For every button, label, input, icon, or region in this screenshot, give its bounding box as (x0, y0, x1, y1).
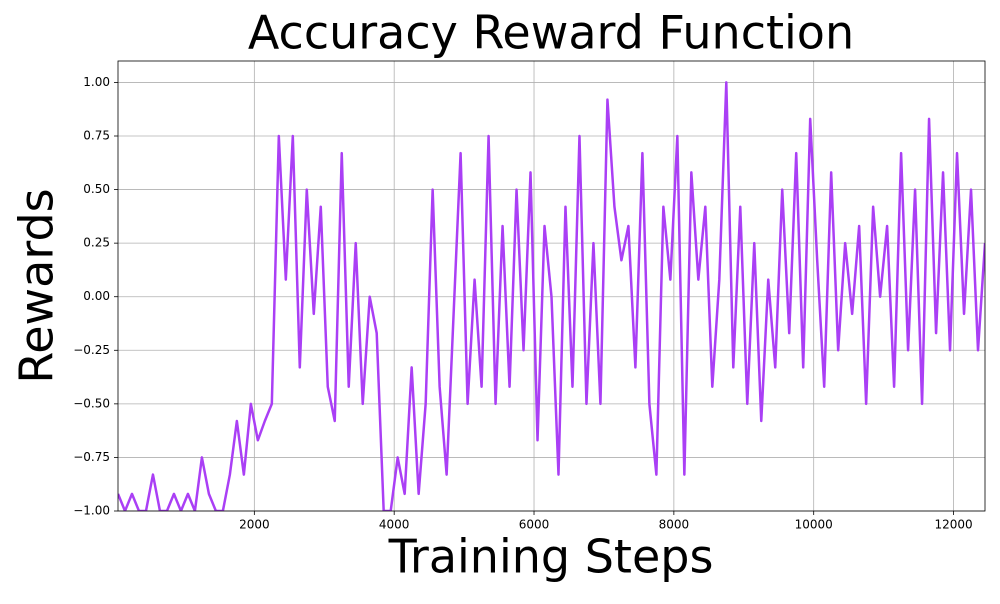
x-tick-label: 6000 (519, 518, 550, 532)
x-tick-label: 10000 (795, 518, 833, 532)
y-tick-label: 0.75 (83, 129, 110, 143)
y-tick-label: −0.50 (73, 396, 110, 410)
x-tick-label: 4000 (379, 518, 410, 532)
ticks: 2000 4000 6000 8000 10000 12000 −1.00 −0.75 −0.5… (73, 75, 972, 532)
x-tick-label: 2000 (239, 518, 270, 532)
y-tick-label: −0.75 (73, 450, 110, 464)
chart-title: Accuracy Reward Function (248, 6, 854, 60)
x-tick-label: 8000 (659, 518, 690, 532)
x-tick-label: 12000 (934, 518, 972, 532)
y-tick-label: −1.00 (73, 504, 110, 518)
plot-frame (117, 60, 986, 512)
line-series (118, 81, 985, 511)
y-tick-label: 1.00 (83, 75, 110, 89)
plot-area (118, 81, 985, 511)
y-tick-label: −0.25 (73, 343, 110, 357)
y-tick-label: 0.50 (83, 182, 110, 196)
y-tick-label: 0.00 (83, 289, 110, 303)
x-axis-label: Training Steps (388, 530, 714, 584)
y-tick-label: 0.25 (83, 236, 110, 250)
y-axis-label: Rewards (10, 188, 64, 383)
